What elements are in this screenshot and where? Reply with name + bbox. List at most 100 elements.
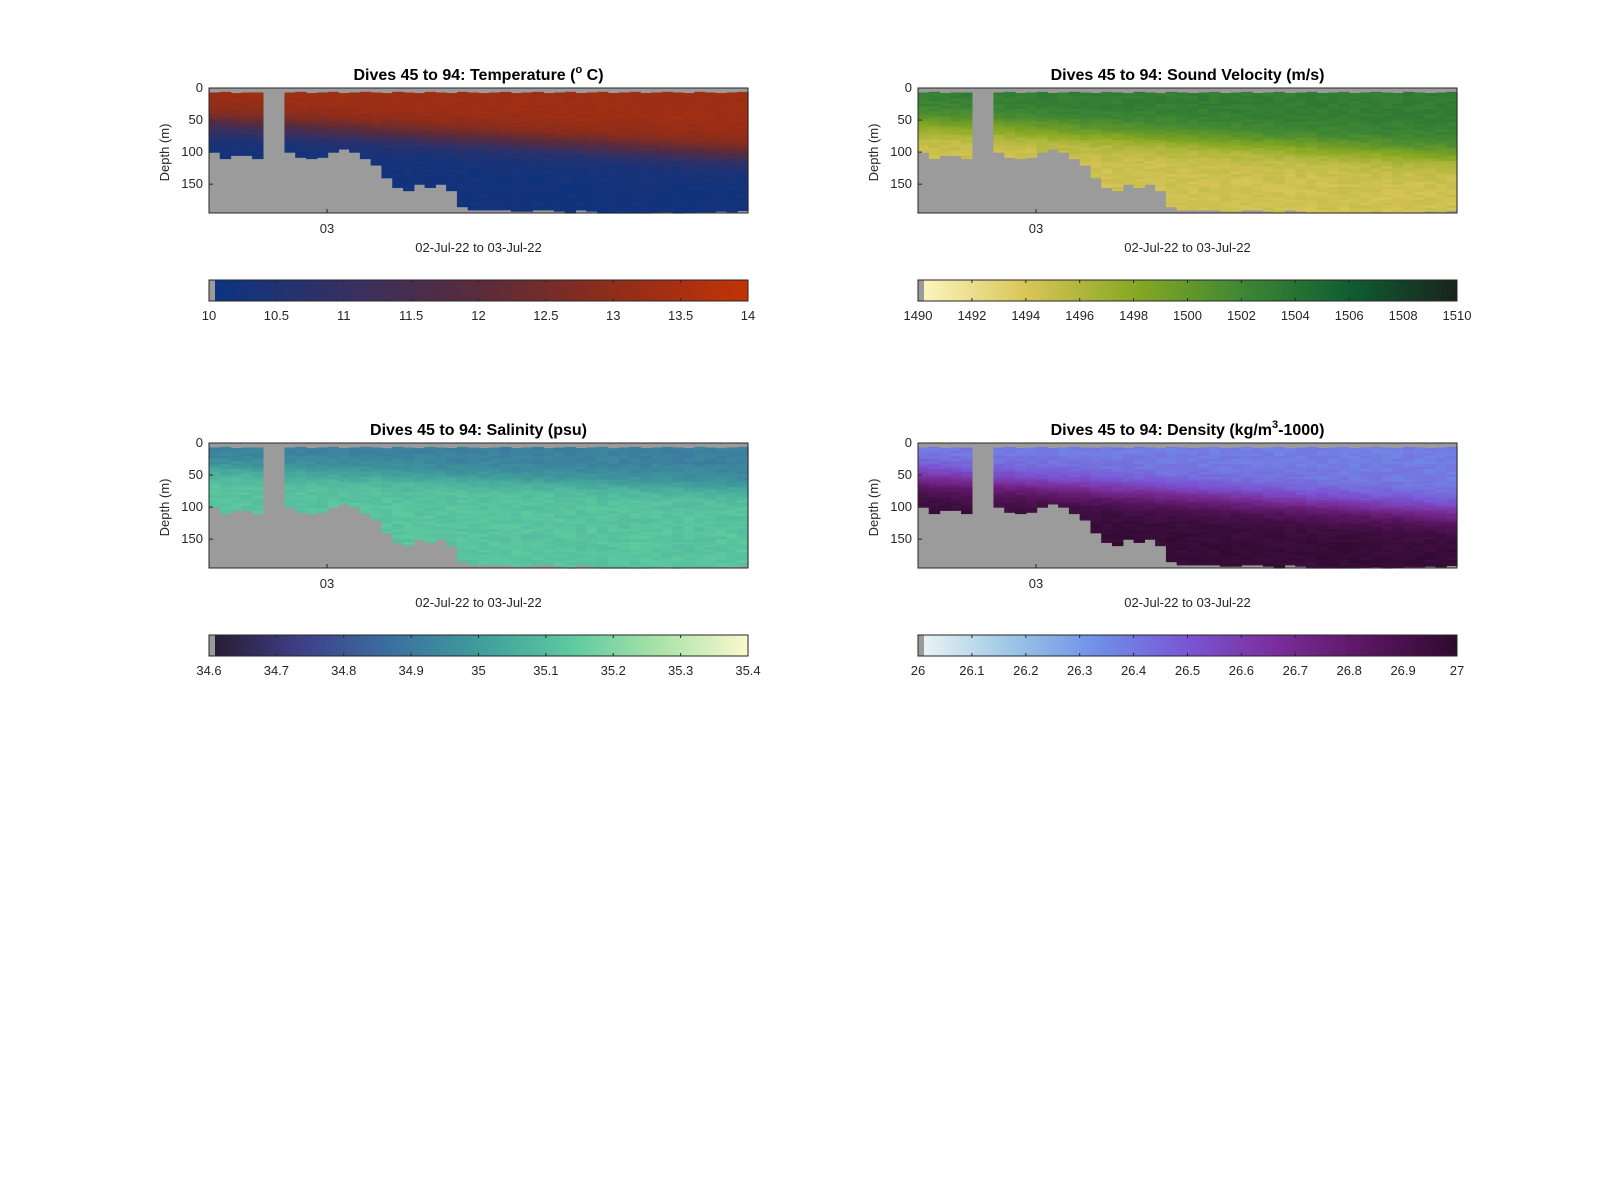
temperature-cell [456, 173, 469, 178]
salinity-cell [424, 489, 436, 494]
sound-velocity-cell [1273, 137, 1286, 141]
temperature-cell [209, 142, 221, 146]
temperature-cell [381, 129, 393, 133]
temperature-cell [489, 199, 501, 204]
sound-velocity-cell [1036, 145, 1048, 149]
sound-velocity-cell [1392, 205, 1404, 209]
salinity-cell [381, 518, 393, 522]
sound-velocity-cell [1219, 111, 1232, 115]
salinity-cell [241, 463, 253, 468]
sound-velocity-cell [1424, 155, 1437, 159]
sound-velocity-cell [1133, 140, 1145, 144]
temperature-cell [532, 103, 544, 107]
salinity-cell [446, 534, 458, 538]
temperature-cell [629, 197, 641, 201]
sound-velocity-cell [1284, 93, 1296, 97]
sound-velocity-cell [1273, 111, 1286, 115]
sound-velocity-cell [1101, 160, 1113, 165]
salinity-cell [230, 461, 242, 465]
temperature-cell [715, 150, 728, 154]
sound-velocity-cell [1424, 171, 1437, 175]
temperature-cell [435, 153, 447, 157]
temperature-cell [424, 98, 436, 102]
sound-velocity-cell [950, 111, 962, 115]
salinity-cell [553, 448, 566, 452]
temperature-cell [553, 103, 566, 107]
sound-velocity-cell [1349, 150, 1361, 154]
temperature-cell [543, 205, 555, 209]
temperature-cell [252, 114, 264, 118]
salinity-cell [564, 510, 577, 514]
salinity-cell [359, 502, 372, 507]
temperature-cell [597, 186, 609, 191]
temperature-cell [715, 140, 728, 144]
temperature-cell [381, 168, 393, 172]
temperature-cell [284, 95, 296, 100]
sound-velocity-cell [1198, 189, 1210, 193]
sound-velocity-cell [1349, 173, 1361, 178]
temperature-cell [306, 93, 318, 97]
temperature-cell [338, 147, 350, 150]
sound-velocity-cell [1403, 197, 1415, 201]
sound-velocity-cell [1165, 189, 1178, 193]
sound-velocity-cell [1025, 150, 1038, 154]
temperature-cell [564, 160, 577, 165]
sound-velocity-cell [1446, 207, 1458, 211]
sound-velocity-cell [1316, 155, 1329, 159]
sound-velocity-cell [1198, 147, 1210, 152]
temperature-cell [629, 119, 641, 123]
sound-velocity-cell [1155, 158, 1167, 162]
sound-velocity-cell [1165, 95, 1178, 100]
salinity-cell [370, 463, 383, 468]
salinity-cell [424, 541, 436, 543]
sound-velocity-cell [1306, 160, 1318, 165]
salinity-cell [252, 513, 264, 515]
sound-velocity-cell [939, 153, 951, 156]
temperature-cell [359, 98, 372, 102]
temperature-cell [607, 101, 620, 105]
salinity-cell [564, 479, 577, 483]
temperature-cell [252, 155, 264, 159]
sound-velocity-cell [1273, 197, 1286, 201]
temperature-cell [553, 98, 566, 102]
sound-velocity-cell [1101, 121, 1113, 126]
temperature-cell [359, 132, 372, 136]
sound-velocity-cell [1025, 140, 1038, 144]
sound-velocity-colorbar-tick-label: 1498 [1119, 308, 1148, 323]
salinity-cell [219, 469, 232, 473]
sound-velocity-cell [1122, 132, 1135, 136]
sound-velocity-cell [1295, 129, 1307, 133]
sound-velocity-cell [1122, 119, 1135, 123]
salinity-cell [403, 528, 415, 533]
sound-velocity-cell [1392, 210, 1404, 213]
temperature-cell [467, 111, 480, 115]
salinity-cell [521, 544, 533, 548]
temperature-cell [327, 142, 339, 146]
sound-velocity-cell [1176, 199, 1189, 204]
temperature-cell [553, 189, 566, 193]
salinity-cell [478, 450, 490, 455]
temperature-cell [672, 132, 684, 136]
sound-velocity-cell [1316, 160, 1329, 165]
salinity-cell [306, 476, 318, 481]
sound-velocity-cell [1047, 101, 1059, 105]
temperature-cell [543, 106, 555, 110]
salinity-cell [424, 510, 436, 514]
salinity-cell [456, 487, 469, 491]
salinity-cell [241, 500, 253, 504]
sound-velocity-cell [1101, 119, 1113, 123]
temperature-cell [629, 150, 641, 154]
temperature-cell [694, 147, 706, 152]
sound-velocity-cell [1424, 160, 1437, 165]
temperature-cell [467, 192, 480, 196]
temperature-cell [489, 194, 501, 198]
sound-velocity-cell [1101, 184, 1113, 188]
temperature-cell [715, 111, 728, 115]
salinity-cell [489, 466, 501, 470]
sound-velocity-cell [1176, 179, 1189, 183]
temperature-cell [737, 116, 749, 120]
temperature-title-part: Dives 45 to 94: Temperature ( [353, 67, 576, 84]
salinity-cell [564, 495, 577, 499]
sound-velocity-cell [1230, 205, 1242, 209]
sound-velocity-cell [1133, 124, 1145, 128]
